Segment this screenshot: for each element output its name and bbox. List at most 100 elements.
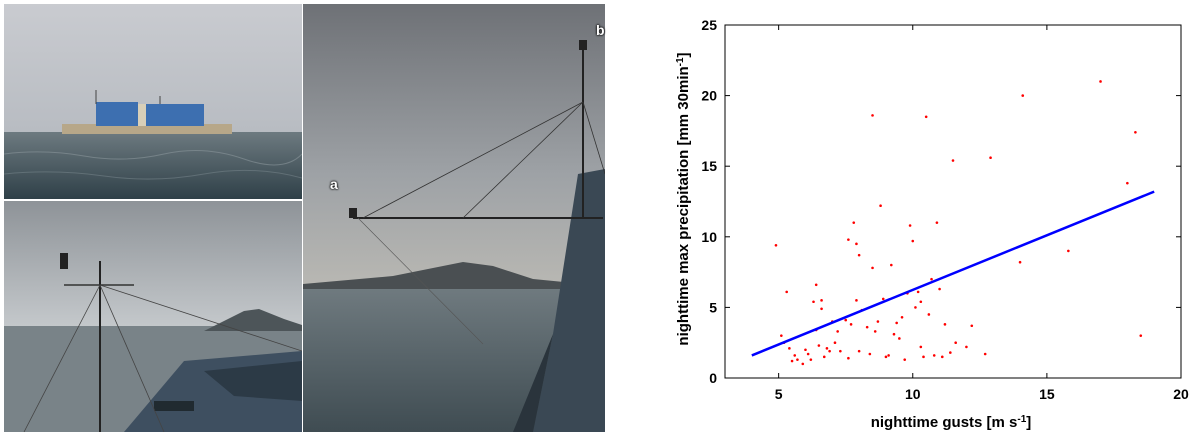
data-point bbox=[871, 266, 874, 270]
data-point bbox=[828, 349, 831, 353]
data-point bbox=[892, 332, 896, 336]
data-point bbox=[806, 352, 810, 356]
y-tick-label: 15 bbox=[701, 158, 717, 174]
data-point bbox=[949, 351, 952, 354]
data-point bbox=[895, 321, 898, 325]
data-point bbox=[919, 345, 923, 349]
data-point bbox=[820, 299, 823, 302]
data-point bbox=[873, 330, 877, 333]
y-tick-label: 10 bbox=[701, 229, 717, 245]
x-axis-label-main: nighttime gusts [m s bbox=[871, 414, 1018, 431]
data-point bbox=[822, 355, 826, 359]
x-axis-label-sup: -1 bbox=[1017, 414, 1026, 425]
data-point bbox=[932, 354, 936, 357]
data-point bbox=[908, 224, 912, 227]
photo-weather-mast bbox=[4, 201, 302, 432]
data-point bbox=[871, 114, 874, 117]
data-point bbox=[796, 358, 799, 361]
data-point bbox=[847, 356, 850, 360]
data-point bbox=[879, 204, 882, 208]
x-tick-label: 10 bbox=[905, 386, 921, 402]
y-axis-label: nighttime max precipitation [mm 30min-1] bbox=[675, 52, 693, 345]
ticks-layer: 5 10 15 20 0 5 10 15 20 25 bbox=[701, 17, 1189, 402]
data-point bbox=[820, 307, 823, 311]
data-point bbox=[919, 300, 923, 304]
x-tick-label: 20 bbox=[1173, 386, 1189, 402]
data-point bbox=[788, 347, 791, 350]
data-point bbox=[812, 300, 815, 304]
data-point bbox=[938, 287, 941, 291]
fit-layer bbox=[751, 190, 1155, 357]
data-point bbox=[868, 352, 872, 356]
data-point bbox=[922, 355, 925, 359]
data-point bbox=[983, 352, 987, 356]
data-point bbox=[881, 297, 885, 301]
data-point bbox=[903, 358, 907, 361]
data-point bbox=[914, 306, 917, 309]
plot-box bbox=[724, 24, 1182, 379]
data-point bbox=[814, 283, 818, 287]
data-point bbox=[927, 313, 931, 316]
data-point bbox=[1099, 80, 1102, 83]
data-point bbox=[1126, 181, 1129, 185]
data-point bbox=[790, 359, 794, 363]
data-point bbox=[924, 115, 928, 119]
y-tick-label: 5 bbox=[709, 299, 717, 315]
regression-line bbox=[751, 190, 1155, 357]
data-point bbox=[970, 324, 974, 328]
data-point bbox=[774, 243, 778, 247]
data-point bbox=[857, 349, 861, 353]
y-axis-label-end: ] bbox=[675, 52, 692, 57]
data-point bbox=[1134, 131, 1137, 134]
data-point bbox=[855, 242, 858, 246]
data-point bbox=[809, 358, 813, 361]
y-tick-label: 0 bbox=[709, 370, 717, 386]
data-point bbox=[943, 323, 947, 326]
data-point bbox=[793, 354, 797, 357]
x-axis-label-end: ] bbox=[1026, 414, 1031, 431]
data-point bbox=[954, 341, 957, 345]
data-point bbox=[847, 238, 850, 241]
scatter-chart: 5 10 15 20 0 5 10 15 20 25 nighttime gusts [m s-1… bbox=[640, 0, 1204, 432]
data-point bbox=[849, 323, 853, 326]
data-point bbox=[1139, 334, 1143, 337]
data-point bbox=[965, 345, 968, 349]
x-axis-label: nighttime gusts [m s-1] bbox=[871, 414, 1032, 432]
plot-frame bbox=[724, 24, 1182, 379]
data-point bbox=[839, 349, 842, 353]
photo-lake-platform bbox=[4, 4, 302, 199]
data-point bbox=[817, 344, 821, 347]
x-tick-label: 15 bbox=[1039, 386, 1055, 402]
data-point bbox=[911, 239, 915, 243]
y-tick-label: 25 bbox=[701, 17, 717, 33]
data-point bbox=[916, 290, 920, 294]
data-point bbox=[887, 354, 890, 357]
data-point bbox=[855, 299, 858, 302]
x-tick-label: 5 bbox=[775, 386, 783, 402]
data-point bbox=[857, 253, 861, 257]
data-point bbox=[1021, 94, 1025, 97]
data-point bbox=[935, 221, 939, 224]
data-point bbox=[785, 290, 788, 294]
data-point bbox=[801, 362, 805, 366]
y-axis-label-sup: -1 bbox=[675, 57, 686, 66]
data-point bbox=[884, 355, 888, 359]
data-point bbox=[1067, 249, 1070, 253]
data-point bbox=[900, 315, 904, 319]
data-point bbox=[804, 348, 807, 352]
data-point bbox=[836, 330, 839, 333]
data-point bbox=[844, 318, 848, 322]
data-point bbox=[852, 221, 856, 224]
data-point bbox=[989, 156, 992, 160]
data-point bbox=[898, 337, 901, 340]
data-point bbox=[890, 263, 893, 267]
data-point bbox=[951, 159, 955, 162]
y-tick-label: 20 bbox=[701, 88, 717, 104]
data-point bbox=[940, 355, 944, 359]
data-point bbox=[780, 334, 783, 337]
panel-label-b: b bbox=[596, 22, 605, 38]
photo-boat-mast bbox=[303, 4, 605, 432]
y-axis-label-main: nighttime max precipitation [mm 30min bbox=[675, 66, 692, 345]
points-layer bbox=[774, 80, 1143, 366]
